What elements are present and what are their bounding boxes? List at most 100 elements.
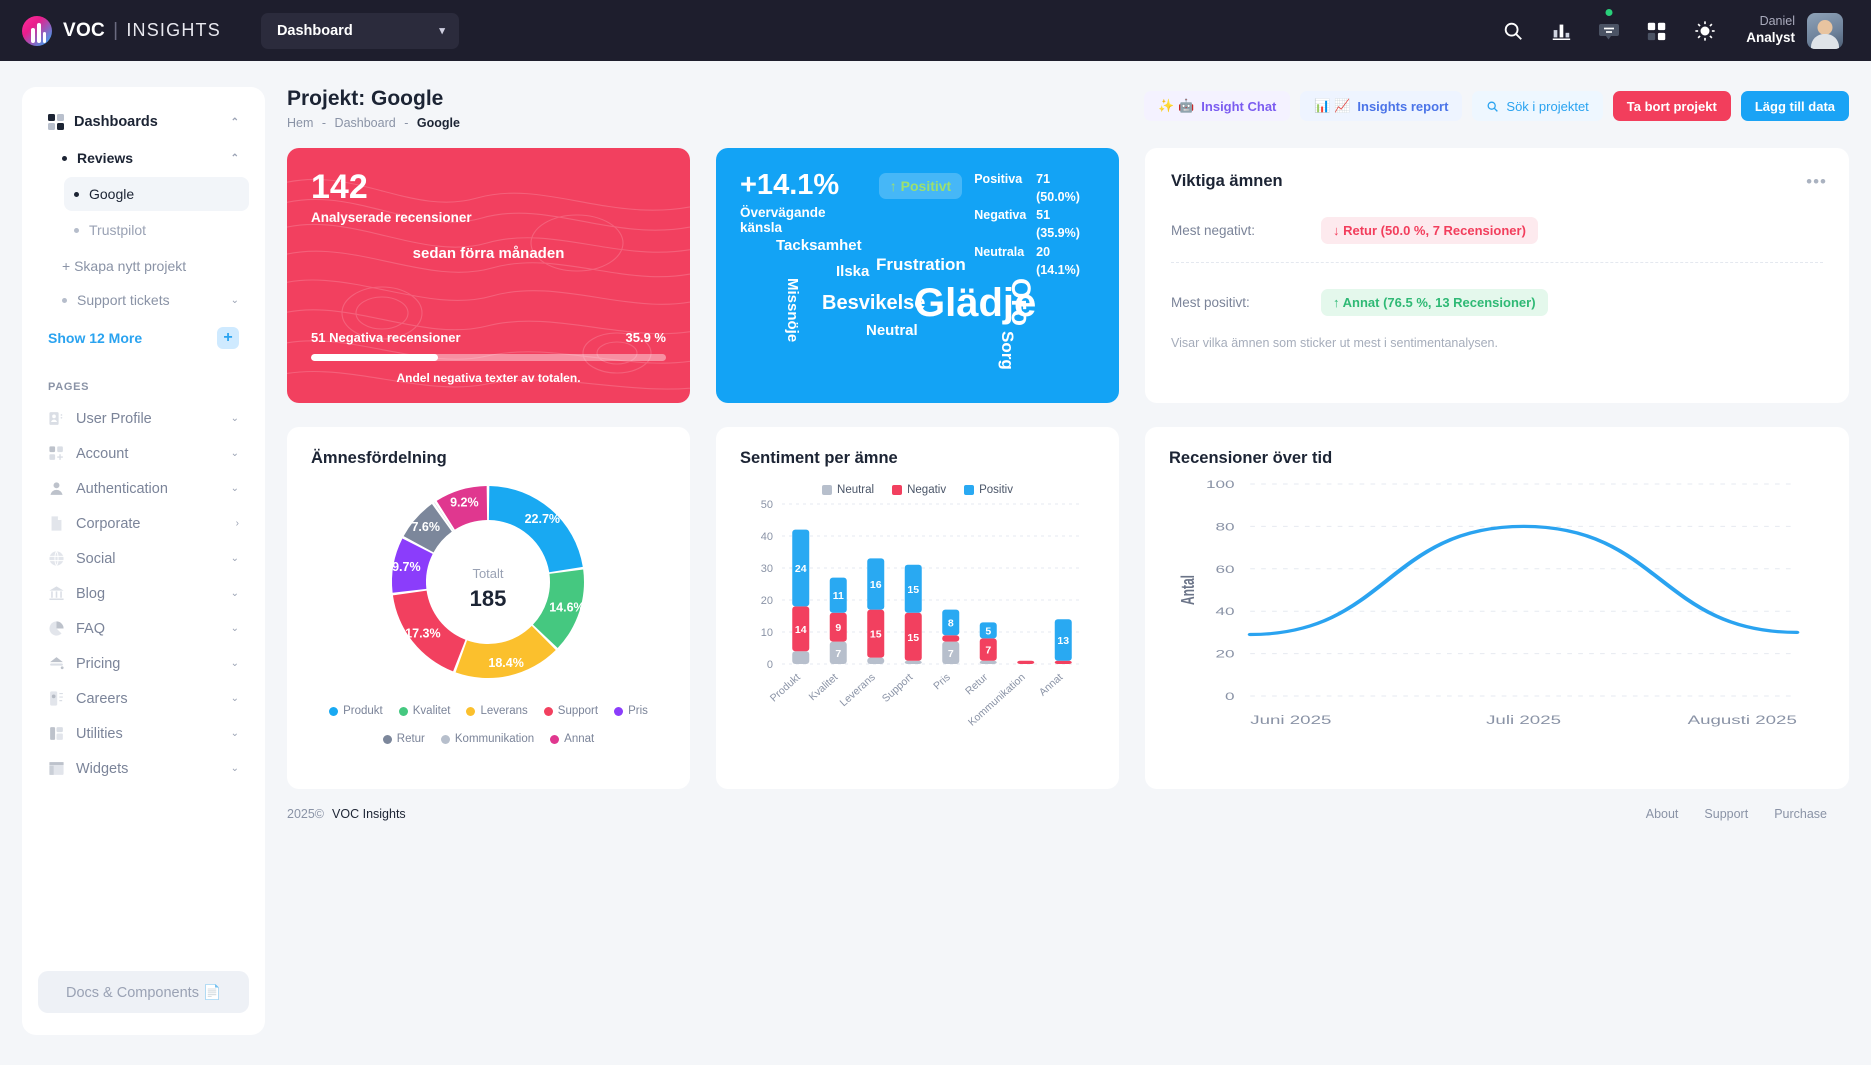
negative-progress-fill xyxy=(311,354,439,361)
utilities-icon xyxy=(50,727,63,740)
sidebar-item-social[interactable]: Social ⌄ xyxy=(38,541,249,576)
dashboard-select[interactable]: Dashboard ▾ xyxy=(260,12,459,49)
chevron-up-icon: ⌃ xyxy=(230,116,239,128)
y-axis-tick: 20 xyxy=(1216,648,1235,660)
donut-legend-item[interactable]: Leverans xyxy=(466,705,528,717)
docs-components-label: Docs & Components 📄 xyxy=(65,984,222,1001)
analytics-icon[interactable] xyxy=(1548,18,1574,44)
important-topics-card: Viktiga ämnen ••• Mest negativt: ↓ Retur… xyxy=(1145,148,1849,403)
sidebar-label-widgets: Widgets xyxy=(76,760,129,777)
chat-icon[interactable] xyxy=(1596,8,1622,44)
y-axis-tick: 20 xyxy=(761,595,773,607)
negative-progress-note: Andel negativa texter av totalen. xyxy=(396,371,581,385)
x-axis-tick: Produkt xyxy=(768,671,803,704)
insight-chat-label: Insight Chat xyxy=(1201,98,1277,114)
bar-segment xyxy=(792,651,810,664)
add-data-button[interactable]: Lägg till data xyxy=(1740,91,1849,121)
sidebar-item-trustpilot[interactable]: Trustpilot xyxy=(64,213,249,247)
breadcrumb-separator: - xyxy=(404,116,409,130)
brand-insights: INSIGHTS xyxy=(126,20,221,40)
sidebar-label-user-profile: User Profile xyxy=(76,410,152,427)
sidebar-item-support-tickets[interactable]: Support tickets ⌄ xyxy=(52,283,249,317)
sidebar-item-reviews[interactable]: Reviews ⌃ xyxy=(52,141,249,175)
avatar[interactable] xyxy=(1807,12,1843,49)
donut-legend-item[interactable]: Pris xyxy=(614,705,648,717)
sidebar-item-blog[interactable]: Blog ⌄ xyxy=(38,576,249,611)
sidebar-item-pricing[interactable]: Pricing ⌄ xyxy=(38,646,249,681)
bar-value-label: 5 xyxy=(985,625,991,637)
user-profile-icon xyxy=(49,412,63,425)
more-options-icon[interactable]: ••• xyxy=(1806,172,1827,191)
bar-legend-item[interactable]: Positiv xyxy=(964,484,1013,496)
bar-segment xyxy=(979,638,997,661)
sidebar-item-widgets[interactable]: Widgets ⌄ xyxy=(38,751,249,786)
negative-reviews-percent: 35.9 % xyxy=(625,330,666,345)
bar-legend-item[interactable]: Negativ xyxy=(892,484,946,496)
donut-segment xyxy=(392,590,466,672)
x-axis-tick: Augusti 2025 xyxy=(1688,714,1798,727)
sidebar-label-trustpilot: Trustpilot xyxy=(89,222,147,238)
sidebar-item-corporate[interactable]: Corporate › xyxy=(38,506,249,541)
donut-legend-item[interactable]: Produkt xyxy=(329,705,383,717)
most-negative-label: Mest negativt: xyxy=(1171,223,1256,238)
sidebar-item-dashboards[interactable]: Dashboards ⌃ xyxy=(38,105,249,139)
authentication-icon xyxy=(50,482,63,495)
sidebar-item-careers[interactable]: Careers ⌄ xyxy=(38,681,249,716)
breadcrumb-home[interactable]: Hem xyxy=(287,116,314,130)
footer-link[interactable]: About xyxy=(1645,807,1679,821)
footer-link[interactable]: Support xyxy=(1704,807,1749,821)
docs-components-button[interactable]: Docs & Components 📄 xyxy=(38,971,249,1013)
show-more-link[interactable]: Show 12 More xyxy=(48,330,143,346)
sidebar-item-authentication[interactable]: Authentication ⌄ xyxy=(38,471,249,506)
footer-link[interactable]: Purchase xyxy=(1774,807,1827,821)
bar-value-label: 9 xyxy=(835,622,841,634)
charts-row: Ämnesfördelning 22.7% 14.6% 18.4% 17.3% 9.7%… xyxy=(287,427,1849,789)
bar-segment xyxy=(1054,619,1072,661)
bar-legend-item[interactable]: Neutral xyxy=(822,484,874,496)
pricing-icon xyxy=(50,657,64,670)
insight-chat-button[interactable]: ✨ 🤖 Insight Chat xyxy=(1144,91,1291,121)
sentiment-stat-key: Positiva xyxy=(974,172,1023,186)
important-topics-note: Visar vilka ämnen som sticker ut mest i … xyxy=(1171,336,1498,350)
donut-segment xyxy=(403,504,452,553)
brand-logo[interactable]: VOC | INSIGHTS xyxy=(22,15,221,46)
legend-label: Pris xyxy=(628,705,648,717)
donut-legend-item[interactable]: Annat xyxy=(550,733,594,745)
insights-report-button[interactable]: 📊 📈 Insights report xyxy=(1300,91,1463,121)
topic-distribution-card: Ämnesfördelning 22.7% 14.6% 18.4% 17.3% 9.7%… xyxy=(287,427,690,789)
search-project-button[interactable]: Sök i projektet xyxy=(1472,91,1603,121)
donut-legend: Produkt Kvalitet Leverans Support Pris Retur K… xyxy=(311,705,666,745)
sidebar-item-faq[interactable]: FAQ ⌄ xyxy=(38,611,249,646)
legend-label: Leverans xyxy=(480,705,528,717)
legend-swatch xyxy=(892,485,903,495)
legend-swatch xyxy=(329,706,339,716)
sentiment-stat-key: Neutrala xyxy=(974,244,1025,259)
breadcrumb-dashboard[interactable]: Dashboard xyxy=(334,116,396,130)
donut-legend-item[interactable]: Support xyxy=(543,705,598,717)
donut-legend-item[interactable]: Kommunikation xyxy=(440,733,534,745)
delete-project-button[interactable]: Ta bort projekt xyxy=(1612,91,1731,121)
donut-legend-item[interactable]: Kvalitet xyxy=(398,705,450,717)
bullet-icon xyxy=(62,155,67,161)
sidebar-show-more: Show 12 More + xyxy=(38,321,249,355)
sidebar-item-user-profile[interactable]: User Profile ⌄ xyxy=(38,401,249,436)
user-menu[interactable]: Daniel Analyst xyxy=(1746,12,1843,49)
stacked-bar-chart: 0 10 20 30 40 50 14 24 Produkt 7 9 11 Kvalitet 15 16 Le… xyxy=(761,499,1082,729)
blog-icon xyxy=(49,586,64,601)
add-dashboard-button[interactable]: + xyxy=(217,327,239,349)
search-icon[interactable] xyxy=(1500,18,1526,44)
topics-divider xyxy=(1171,262,1823,263)
chevron-down-icon: ⌄ xyxy=(230,763,239,774)
stats-row: 142 Analyserade recensioner sedan förra … xyxy=(287,148,1849,403)
line-chart: 0 20 40 60 80 100 Juni 2025 Juli 2025 Augusti 20… xyxy=(1179,479,1800,727)
sidebar-item-utilities[interactable]: Utilities ⌄ xyxy=(38,716,249,751)
word-cloud-word: Neutral xyxy=(866,322,918,339)
donut-legend-item[interactable]: Retur xyxy=(382,733,425,745)
apps-icon[interactable] xyxy=(1644,18,1670,44)
theme-icon[interactable] xyxy=(1692,18,1718,44)
sidebar-item-account[interactable]: Account ⌄ xyxy=(38,436,249,471)
sidebar-label-account: Account xyxy=(76,445,129,462)
donut-segment xyxy=(392,538,433,593)
sidebar-create-project[interactable]: + Skapa nytt projekt xyxy=(52,249,249,283)
sidebar-item-google[interactable]: Google xyxy=(64,177,249,211)
